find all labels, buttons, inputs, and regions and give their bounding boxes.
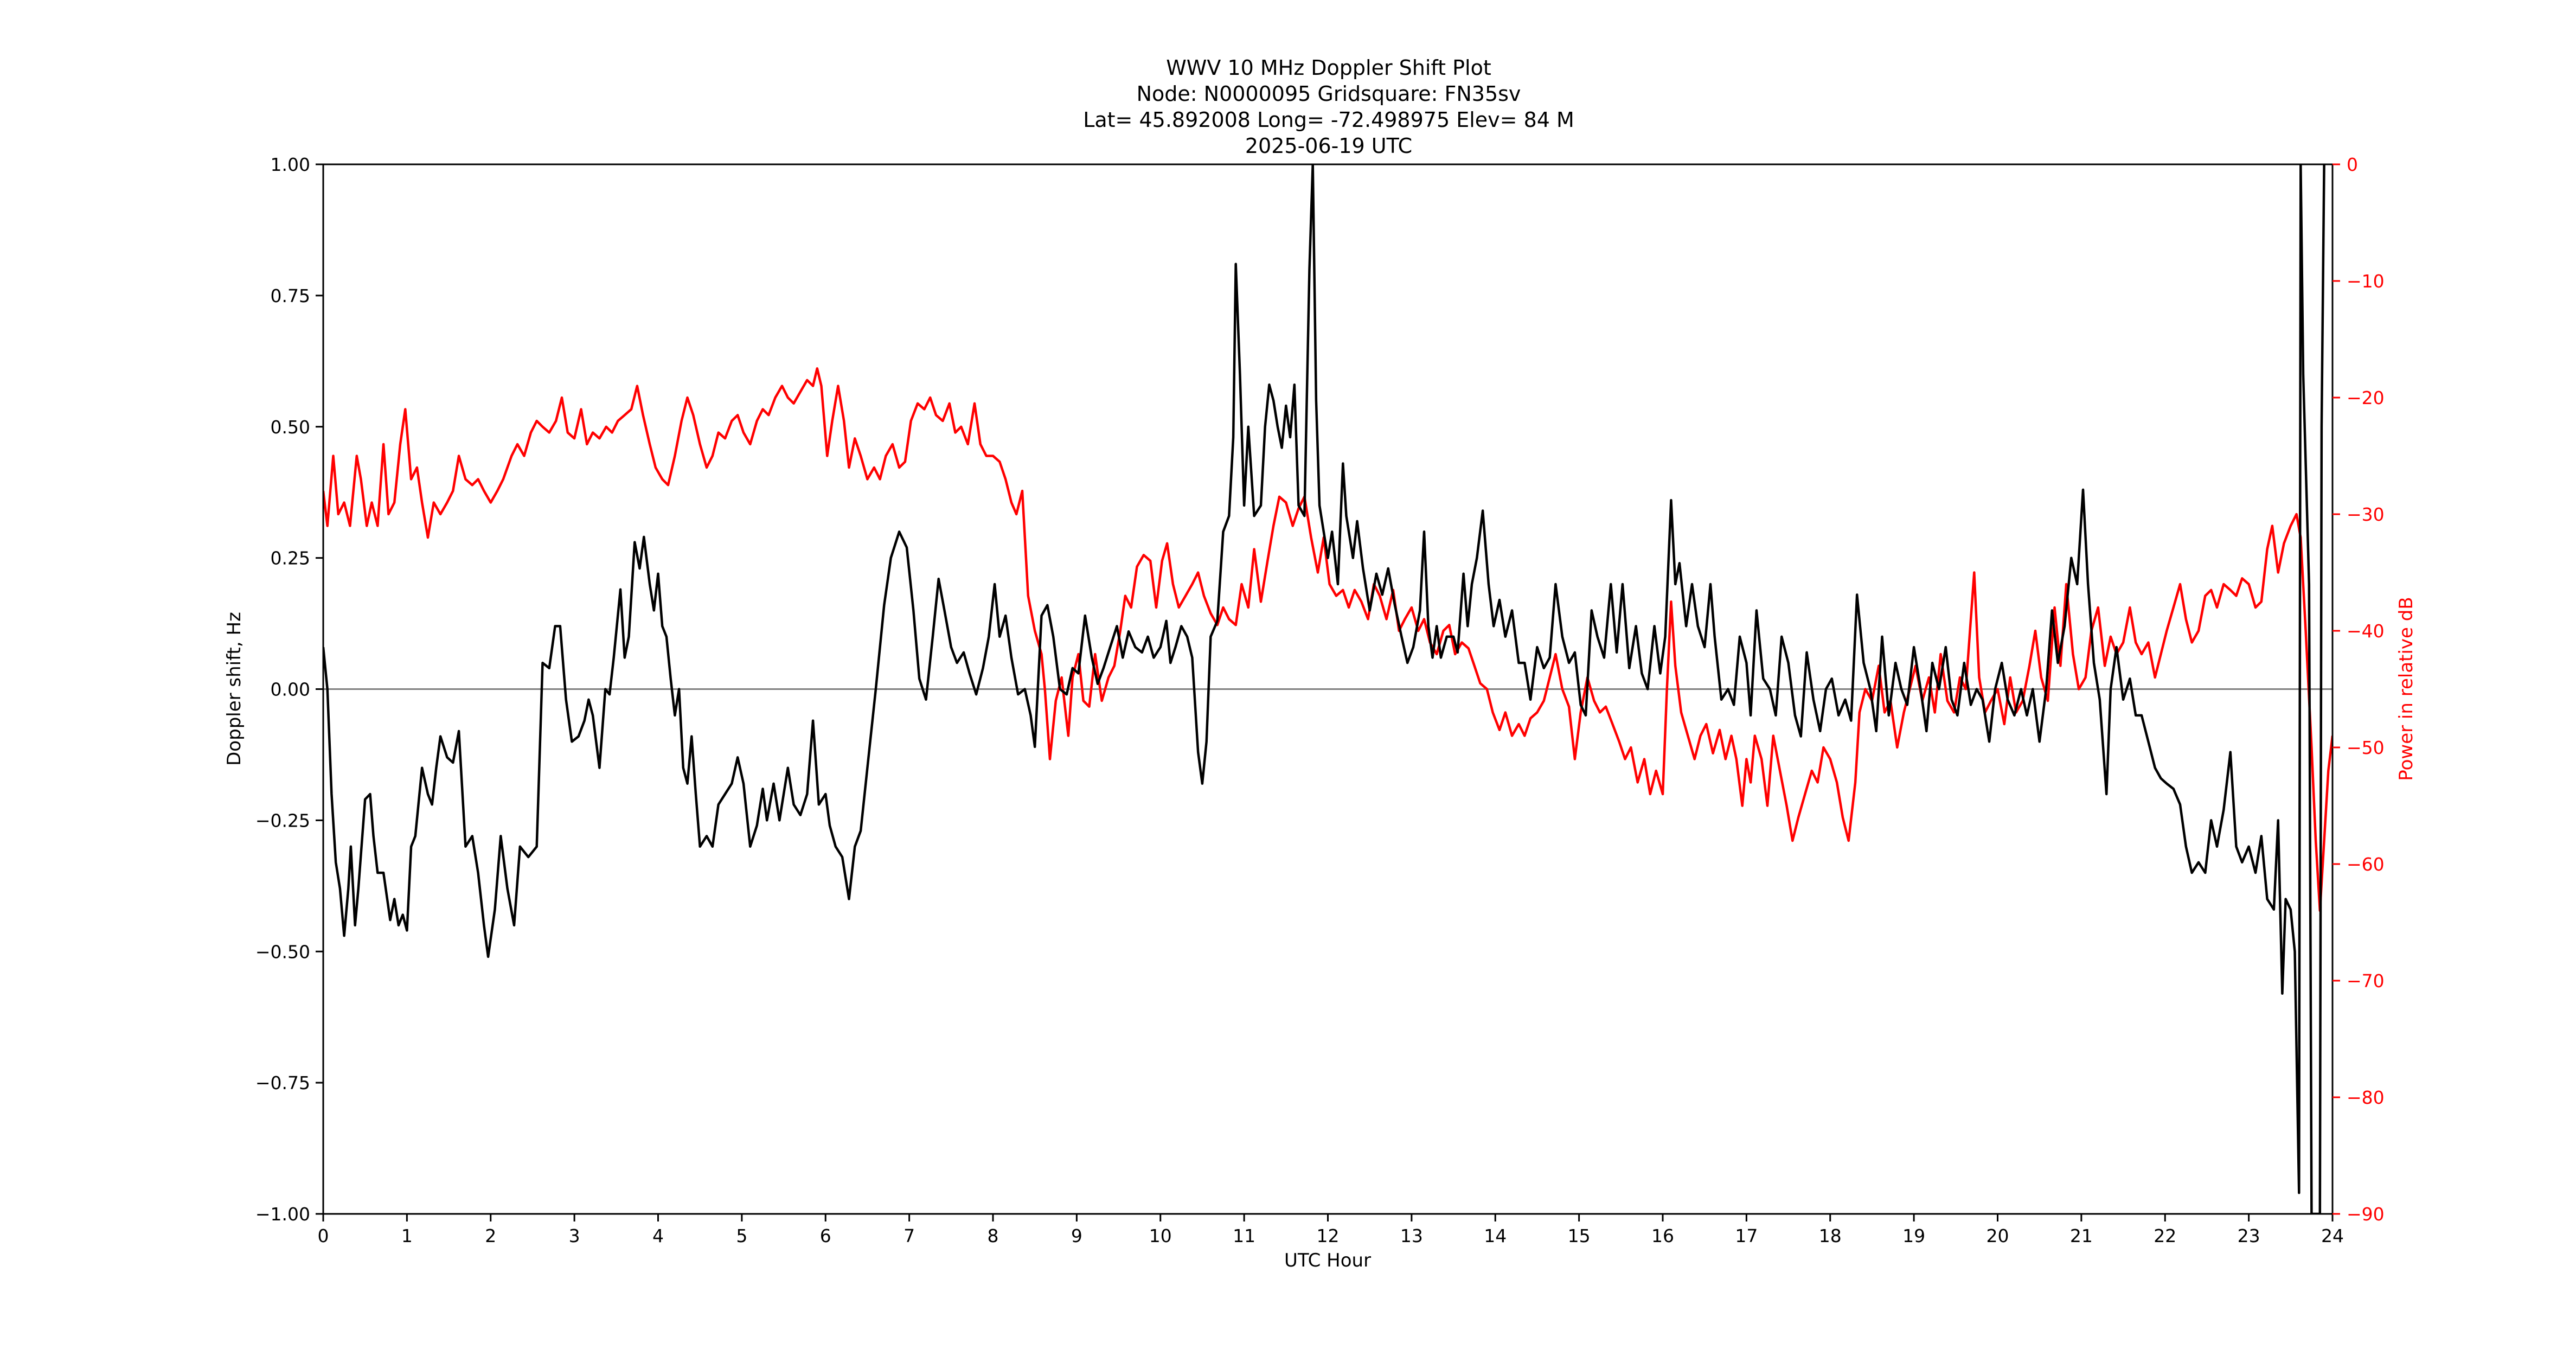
y2-tick-label: −40 — [2347, 621, 2385, 642]
x-tick-label: 6 — [820, 1225, 831, 1246]
x-tick-label: 3 — [569, 1225, 580, 1246]
y-tick-label: 1.00 — [271, 154, 310, 175]
x-tick-label: 23 — [2238, 1225, 2260, 1246]
y-axis-right: 0 −10 −20 −30 −40 −50 −60 −70 −80 −90 — [2333, 154, 2385, 1225]
x-tick-label: 21 — [2070, 1225, 2093, 1246]
y-tick-label: −1.00 — [255, 1204, 310, 1225]
x-axis-label: UTC Hour — [1284, 1250, 1371, 1271]
x-tick-label: 11 — [1233, 1225, 1255, 1246]
x-tick-label: 22 — [2154, 1225, 2176, 1246]
y-tick-label: 0.50 — [271, 417, 310, 438]
y2-tick-label: −70 — [2347, 970, 2385, 992]
y2-tick-label: −90 — [2347, 1204, 2385, 1225]
y-tick-label: 0.00 — [271, 679, 310, 700]
y-tick-label: 0.25 — [271, 548, 310, 569]
x-tick-label: 9 — [1071, 1225, 1082, 1246]
y-tick-label: −0.75 — [255, 1072, 310, 1093]
y2-tick-label: −80 — [2347, 1087, 2385, 1108]
y-axis-left: 1.00 0.75 0.50 0.25 0.00 −0.25 −0.50 −0.75 −1.00 — [255, 154, 323, 1225]
doppler-series-line — [323, 164, 2325, 1214]
y-tick-label: 0.75 — [271, 285, 310, 306]
x-tick-label: 12 — [1317, 1225, 1340, 1246]
x-tick-label: 13 — [1400, 1225, 1423, 1246]
y2-tick-label: −10 — [2347, 271, 2385, 292]
x-tick-label: 2 — [485, 1225, 496, 1246]
x-axis: 0 1 2 3 4 5 6 7 8 9 10 11 12 13 14 15 16 17 18 19 20 21 22 23 24 — [318, 1214, 2344, 1246]
x-tick-label: 18 — [1819, 1225, 1842, 1246]
x-tick-label: 8 — [988, 1225, 999, 1246]
y2-tick-label: 0 — [2347, 154, 2358, 175]
x-tick-label: 7 — [903, 1225, 915, 1246]
x-tick-label: 0 — [318, 1225, 329, 1246]
x-tick-label: 10 — [1149, 1225, 1172, 1246]
chart-title: WWV 10 MHz Doppler Shift Plot Node: N000… — [1083, 56, 1574, 158]
y-tick-label: −0.50 — [255, 941, 310, 962]
power-series-line — [323, 367, 2333, 912]
x-tick-label: 19 — [1902, 1225, 1925, 1246]
y2-tick-label: −30 — [2347, 504, 2385, 525]
title-line-2: Node: N0000095 Gridsquare: FN35sv — [1137, 82, 1521, 106]
x-tick-label: 15 — [1568, 1225, 1591, 1246]
title-line-1: WWV 10 MHz Doppler Shift Plot — [1166, 56, 1491, 80]
x-tick-label: 5 — [736, 1225, 747, 1246]
x-tick-label: 4 — [652, 1225, 664, 1246]
x-tick-label: 14 — [1484, 1225, 1507, 1246]
y-axis-label: Doppler shift, Hz — [223, 612, 245, 766]
y-tick-label: −0.25 — [255, 810, 310, 831]
x-tick-label: 1 — [401, 1225, 413, 1246]
y2-tick-label: −50 — [2347, 737, 2385, 758]
y2-tick-label: −60 — [2347, 854, 2385, 875]
title-line-4: 2025-06-19 UTC — [1245, 134, 1412, 158]
x-tick-label: 20 — [1987, 1225, 2009, 1246]
y2-axis-label: Power in relative dB — [2395, 597, 2417, 781]
x-tick-label: 16 — [1651, 1225, 1674, 1246]
x-tick-label: 17 — [1735, 1225, 1758, 1246]
y2-tick-label: −20 — [2347, 387, 2385, 408]
title-line-3: Lat= 45.892008 Long= -72.498975 Elev= 84… — [1083, 108, 1574, 132]
x-tick-label: 24 — [2321, 1225, 2344, 1246]
